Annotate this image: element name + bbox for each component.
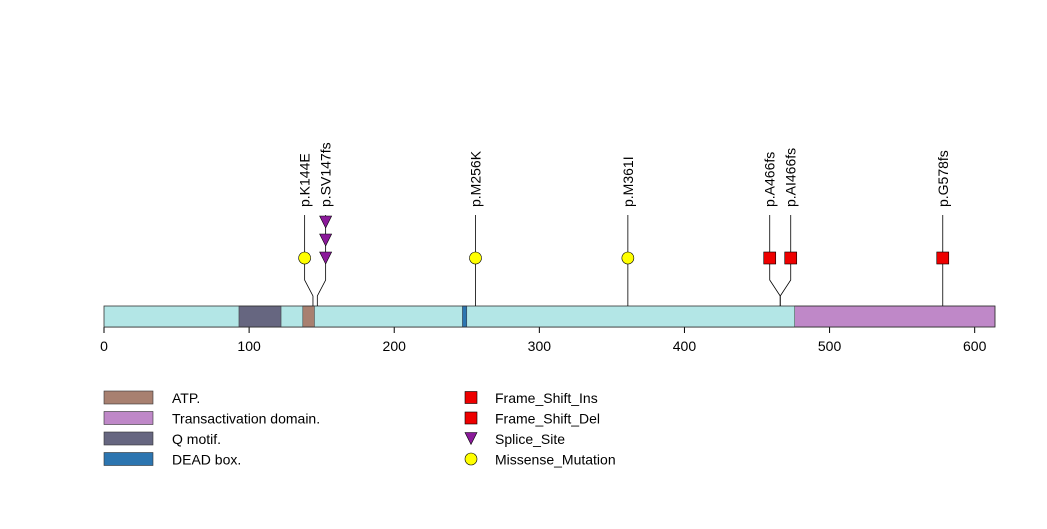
mutation-label: p.K144E: [297, 153, 313, 207]
domain-legend: ATP. Transactivation domain. Q motif. DEAD …: [103, 390, 320, 468]
legend-mutation-marker: [464, 452, 478, 466]
legend-domain-swatch: [103, 411, 154, 425]
mutation-label: p.M361I: [620, 156, 636, 207]
legend-domain-label: DEAD box.: [172, 452, 241, 468]
mutation-marker: [469, 251, 482, 265]
legend-domain-label: Q motif.: [172, 431, 221, 447]
x-tick-label: 600: [963, 338, 987, 354]
legend-mutation-marker: [464, 411, 478, 425]
mutation-label: p.SV147fs: [318, 142, 334, 207]
legend-mutation-marker: [464, 432, 478, 446]
mutation-stems: [304, 215, 944, 306]
protein-backbone: [103, 305, 996, 328]
mutation-label: p.A466fs: [762, 152, 778, 207]
domain-dead-box: [462, 305, 468, 328]
legend-domain-label: ATP.: [172, 390, 200, 406]
x-axis: 0 100 200 300 400 500 600: [100, 326, 987, 354]
x-tick-label: 500: [818, 338, 842, 354]
legend-domain-swatch: [103, 390, 154, 405]
legend-mutation-marker: [464, 391, 478, 404]
mutation-label: p.G578fs: [935, 150, 951, 207]
mutation-stem: [769, 258, 781, 306]
mutation-labels: p.K144E p.SV147fs p.M256K p.M361I p.A466fs p.…: [297, 142, 951, 207]
x-tick-label: 0: [100, 338, 108, 354]
legend-mutation-label: Missense_Mutation: [495, 452, 616, 468]
mutation-label: p.AI466fs: [783, 148, 799, 207]
domain-q-motif: [238, 305, 282, 328]
backbone-outline: [103, 305, 996, 328]
legend-domain-swatch: [103, 452, 154, 466]
legend-mutation-label: Frame_Shift_Del: [495, 411, 600, 427]
mutation-marker: [319, 233, 333, 247]
mutation-marker: [298, 251, 311, 265]
mutation-marker: [784, 251, 798, 265]
mutation-label: p.M256K: [467, 150, 483, 207]
mutation-legend: Frame_Shift_Ins Frame_Shift_Del Splice_Sit…: [464, 390, 616, 468]
legend-domain-swatch: [103, 431, 154, 446]
backbone-bar: [104, 306, 995, 327]
mutation-stem: [779, 258, 792, 306]
legend-mutation-label: Frame_Shift_Ins: [495, 390, 598, 406]
mutation-stem: [316, 258, 327, 306]
mutation-marker: [763, 251, 777, 265]
x-tick-label: 300: [528, 338, 552, 354]
x-tick-label: 200: [383, 338, 407, 354]
legend-domain-label: Transactivation domain.: [172, 411, 320, 427]
x-tick-label: 400: [673, 338, 697, 354]
domain-transactivation-domain: [794, 305, 996, 328]
mutation-marker: [936, 251, 950, 265]
mutation-marker: [621, 251, 635, 265]
domain-atp: [302, 305, 315, 328]
mutation-markers: [298, 215, 950, 265]
mutation-marker: [319, 215, 333, 229]
x-tick-label: 100: [237, 338, 261, 354]
mutation-marker: [319, 251, 333, 265]
legend-mutation-label: Splice_Site: [495, 431, 565, 447]
mutation-stem: [304, 258, 314, 306]
